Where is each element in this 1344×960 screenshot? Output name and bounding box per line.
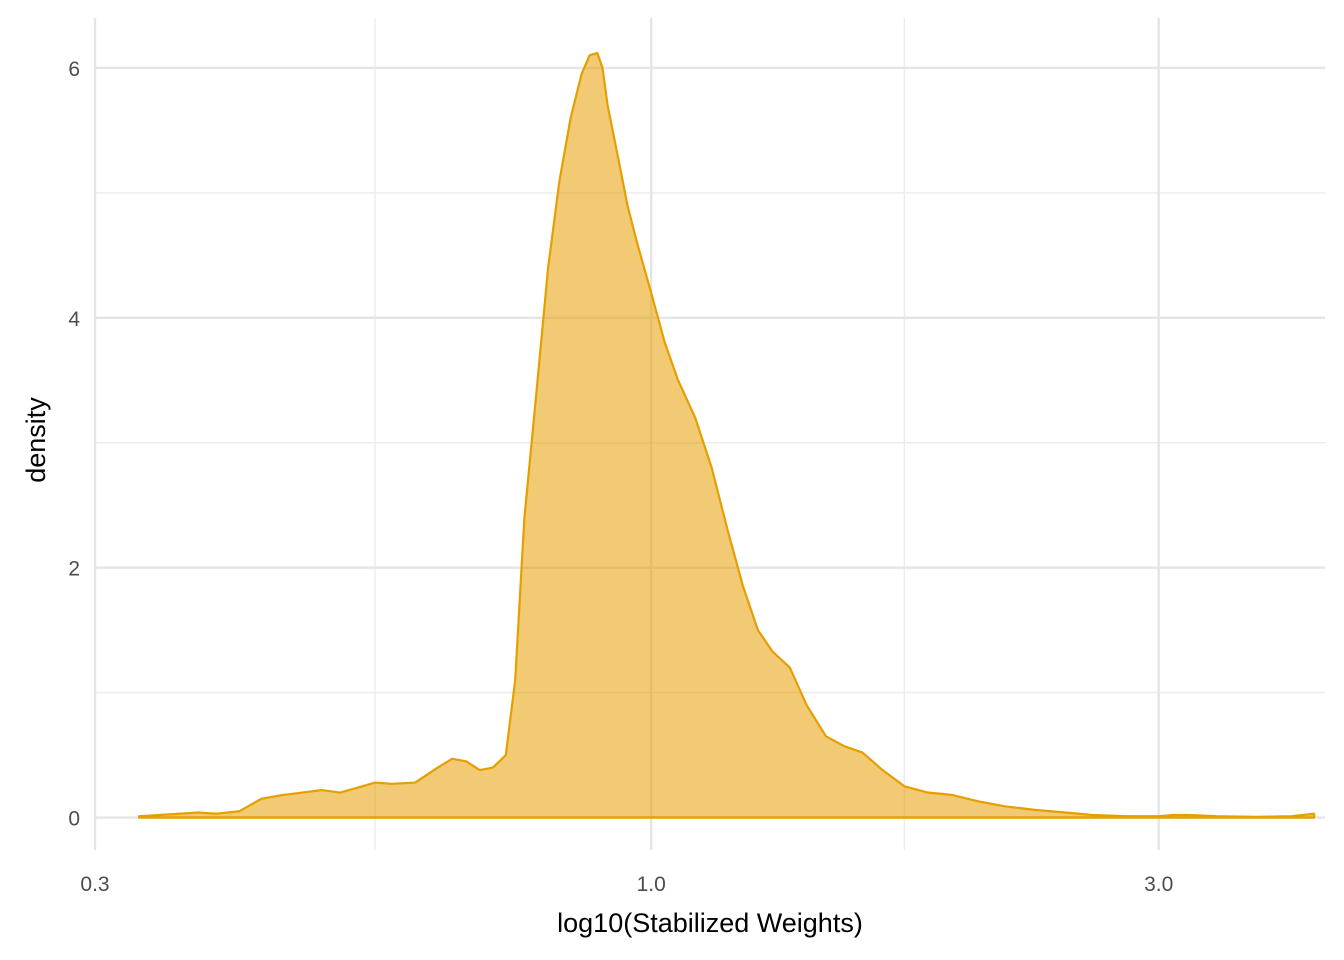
tick-labels: 0 2 4 6 0.3 1.0 3.0 — [68, 58, 1173, 896]
x-axis-title: log10(Stabilized Weights) — [557, 908, 863, 938]
x-tick-label: 0.3 — [80, 873, 109, 896]
y-tick-label: 2 — [68, 558, 80, 581]
y-axis-title: density — [21, 397, 51, 483]
y-tick-label: 6 — [68, 58, 80, 81]
density-curve-group — [137, 51, 1316, 819]
density-area — [137, 51, 1316, 819]
y-tick-label: 4 — [68, 308, 80, 331]
x-tick-label: 3.0 — [1144, 873, 1173, 896]
y-tick-label: 0 — [68, 808, 80, 831]
x-tick-label: 1.0 — [637, 873, 666, 896]
